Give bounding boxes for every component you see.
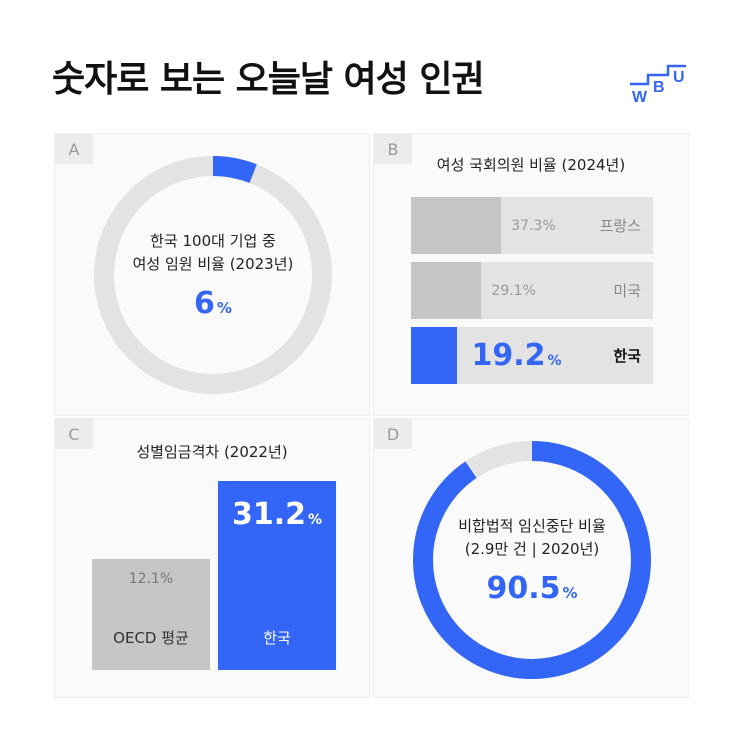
panel-tag: B bbox=[374, 134, 412, 164]
svg-text:W: W bbox=[632, 89, 648, 106]
bar-category-label: 한국 bbox=[613, 347, 641, 365]
donut-value-arc bbox=[94, 156, 332, 394]
panel-tag: A bbox=[55, 134, 93, 164]
svg-text:U: U bbox=[673, 69, 685, 86]
donut-value: 6% bbox=[194, 286, 232, 321]
donut-chart-a: 한국 100대 기업 중 여성 임원 비율 (2023년) 6% bbox=[93, 155, 333, 395]
donut-label-line1: 한국 100대 기업 중 bbox=[150, 231, 276, 250]
panel-tag: C bbox=[55, 419, 93, 449]
donut-label-line2: 여성 임원 비율 (2023년) bbox=[132, 254, 294, 273]
panel-d: D 비합법적 임신중단 비율 (2.9만 건 | 2020년) 90.5% bbox=[373, 418, 689, 698]
svg-text:B: B bbox=[653, 79, 665, 96]
donut-label-line2: (2.9만 건 | 2020년) bbox=[464, 539, 600, 558]
wbu-logo: W B U bbox=[630, 64, 686, 106]
panel-b: B 여성 국회의원 비율 (2024년) 37.3% 프랑스 29.1% 미국 19.2… bbox=[373, 133, 689, 416]
panel-c: C 성별임금격차 (2022년) 12.1% OECD 평균 31.2% 한국 bbox=[54, 418, 370, 698]
panel-tag: D bbox=[374, 419, 412, 449]
value-unit: % bbox=[562, 583, 578, 602]
chart-title: 성별임금격차 (2022년) bbox=[136, 443, 288, 461]
bar-category-label: 프랑스 bbox=[599, 217, 641, 235]
bar: 12.1% OECD 평균 bbox=[92, 558, 210, 670]
value-number: 90.5 bbox=[486, 570, 561, 606]
bar-value-label: 31.2% bbox=[231, 497, 323, 532]
bar-fill bbox=[411, 262, 482, 319]
donut-label-line1: 비합법적 임신중단 비율 bbox=[458, 516, 606, 535]
value-unit: % bbox=[216, 298, 232, 317]
bar-value-label: 29.1% bbox=[491, 282, 536, 299]
bar-value-label: 37.3% bbox=[511, 217, 556, 234]
bar-fill bbox=[411, 327, 458, 384]
bar-value-label: 19.2% bbox=[471, 338, 562, 373]
bar-row: 29.1% 미국 bbox=[411, 262, 653, 319]
chart-title: 여성 국회의원 비율 (2024년) bbox=[436, 156, 626, 174]
bar-value-label: 12.1% bbox=[128, 570, 174, 587]
bar-fill bbox=[411, 197, 502, 254]
bar-category-label: OECD 평균 bbox=[113, 628, 189, 647]
donut-chart-d: 비합법적 임신중단 비율 (2.9만 건 | 2020년) 90.5% bbox=[412, 440, 652, 680]
bar-row: 19.2% 한국 bbox=[411, 327, 653, 384]
value-number: 6 bbox=[194, 285, 215, 321]
bar-category-label: 한국 bbox=[263, 629, 291, 647]
page-title: 숫자로 보는 오늘날 여성 인권 bbox=[52, 59, 485, 100]
donut-value-arc bbox=[413, 441, 651, 679]
bar-row: 37.3% 프랑스 bbox=[411, 197, 653, 254]
bar-category-label: 미국 bbox=[613, 282, 641, 300]
panel-a: A 한국 100대 기업 중 여성 임원 비율 (2023년) 6% bbox=[54, 133, 370, 416]
bar: 31.2% 한국 bbox=[218, 481, 336, 670]
donut-value: 90.5% bbox=[486, 571, 577, 606]
